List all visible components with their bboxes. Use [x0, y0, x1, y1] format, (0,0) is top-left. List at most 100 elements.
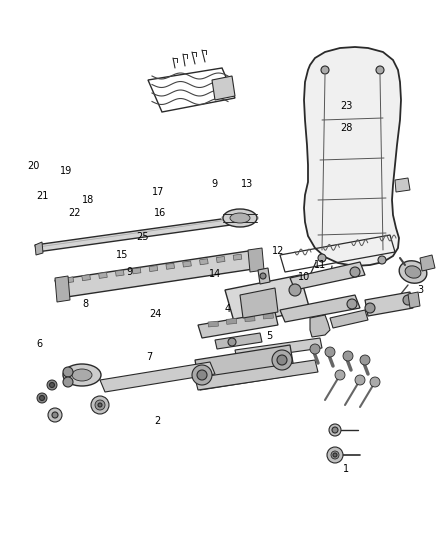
Bar [216, 256, 225, 262]
Circle shape [63, 377, 73, 387]
Circle shape [378, 256, 386, 264]
Circle shape [49, 383, 54, 387]
Bar [116, 270, 124, 276]
Bar [208, 321, 219, 327]
Circle shape [376, 66, 384, 74]
Ellipse shape [63, 364, 101, 386]
Text: 1: 1 [343, 464, 349, 474]
Polygon shape [235, 338, 322, 360]
Circle shape [321, 66, 329, 74]
Circle shape [228, 338, 236, 346]
Text: 3: 3 [417, 286, 424, 295]
Bar [99, 272, 107, 278]
Ellipse shape [405, 266, 421, 278]
Polygon shape [248, 248, 264, 272]
Text: 7: 7 [146, 352, 152, 362]
Bar [183, 261, 191, 267]
Polygon shape [330, 310, 368, 328]
Polygon shape [55, 250, 260, 298]
Polygon shape [395, 178, 410, 192]
Polygon shape [55, 276, 70, 302]
Bar [200, 259, 208, 265]
Bar [233, 254, 242, 260]
Ellipse shape [223, 209, 257, 227]
Circle shape [335, 370, 345, 380]
Polygon shape [215, 333, 262, 349]
Circle shape [95, 400, 105, 410]
Text: 16: 16 [154, 208, 166, 218]
Circle shape [52, 412, 58, 418]
Circle shape [350, 267, 360, 277]
Text: 19: 19 [60, 166, 72, 175]
Circle shape [347, 299, 357, 309]
Text: 9: 9 [212, 179, 218, 189]
Circle shape [289, 284, 301, 296]
Text: 9: 9 [126, 267, 132, 277]
Polygon shape [420, 255, 435, 271]
Polygon shape [35, 242, 43, 255]
Text: 28: 28 [340, 123, 352, 133]
Text: 17: 17 [152, 187, 164, 197]
Text: 14: 14 [208, 270, 221, 279]
Bar [245, 316, 255, 321]
Polygon shape [365, 292, 413, 316]
Circle shape [47, 380, 57, 390]
Text: 24: 24 [150, 310, 162, 319]
Bar [166, 263, 174, 269]
Circle shape [63, 367, 73, 377]
Polygon shape [280, 295, 360, 322]
Text: 21: 21 [37, 191, 49, 201]
Circle shape [98, 403, 102, 407]
Circle shape [48, 408, 62, 422]
Polygon shape [212, 76, 235, 100]
Text: 25: 25 [136, 232, 148, 242]
Circle shape [343, 351, 353, 361]
Bar [65, 277, 74, 283]
Bar [82, 274, 90, 281]
Polygon shape [100, 362, 215, 392]
Circle shape [260, 273, 266, 279]
Text: 6: 6 [36, 339, 42, 349]
Circle shape [331, 451, 339, 459]
Text: 23: 23 [340, 101, 352, 110]
Ellipse shape [399, 261, 427, 283]
Polygon shape [198, 312, 278, 338]
Circle shape [360, 355, 370, 365]
Bar [226, 318, 237, 324]
Text: 10: 10 [298, 272, 311, 282]
Text: 2: 2 [155, 416, 161, 426]
Circle shape [370, 377, 380, 387]
Circle shape [332, 427, 338, 433]
Text: 4: 4 [225, 304, 231, 314]
Bar [132, 268, 141, 274]
Circle shape [403, 295, 413, 305]
Ellipse shape [230, 213, 250, 223]
Text: 20: 20 [28, 161, 40, 171]
Circle shape [365, 303, 375, 313]
Circle shape [277, 355, 287, 365]
Circle shape [355, 375, 365, 385]
Polygon shape [310, 315, 330, 337]
Text: 13: 13 [241, 179, 254, 189]
Text: 11: 11 [314, 261, 326, 270]
Text: 15: 15 [117, 250, 129, 260]
Circle shape [333, 453, 337, 457]
Circle shape [91, 396, 109, 414]
Text: 18: 18 [81, 195, 94, 205]
Text: 22: 22 [68, 208, 81, 218]
Bar [263, 313, 273, 319]
Text: 5: 5 [266, 331, 272, 341]
Text: 12: 12 [272, 246, 284, 255]
Polygon shape [35, 215, 252, 252]
Polygon shape [195, 345, 295, 390]
Circle shape [37, 393, 47, 403]
Polygon shape [304, 47, 401, 266]
Circle shape [329, 424, 341, 436]
Circle shape [310, 344, 320, 354]
Polygon shape [290, 262, 365, 290]
Polygon shape [258, 268, 270, 284]
Circle shape [39, 395, 45, 400]
Bar [250, 252, 258, 258]
Circle shape [272, 350, 292, 370]
Polygon shape [195, 360, 318, 390]
